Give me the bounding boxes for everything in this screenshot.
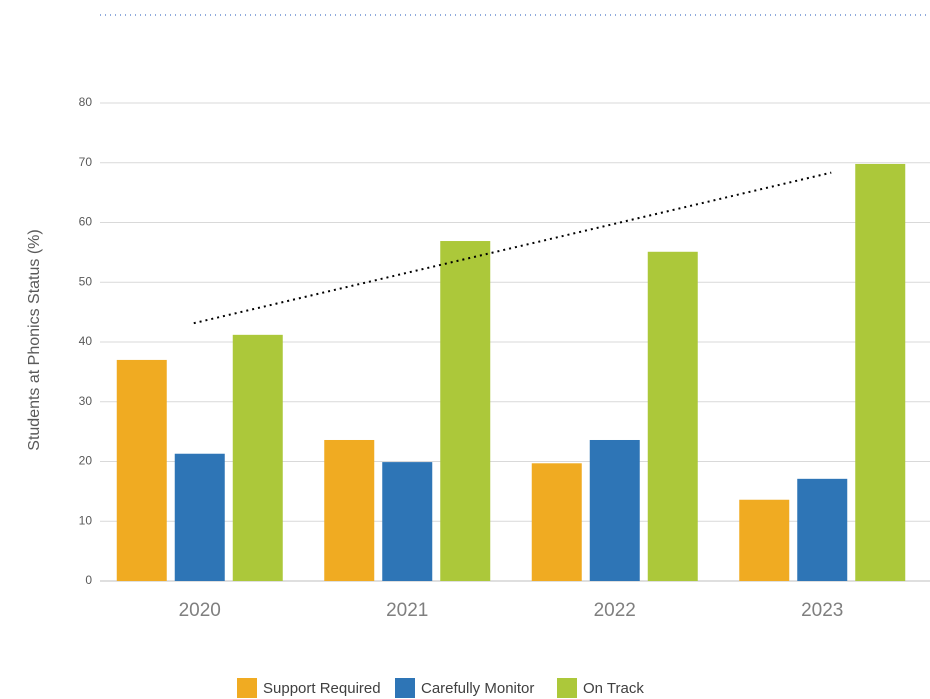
y-tick-label: 30 [79, 394, 93, 408]
bar [589, 439, 640, 581]
y-tick-label: 80 [79, 95, 93, 109]
x-tick-label: 2022 [594, 600, 636, 621]
legend-swatch [237, 678, 257, 698]
bar [174, 453, 225, 581]
bar [382, 462, 433, 581]
y-axis-label: Students at Phonics Status (%) [26, 229, 43, 450]
y-tick-label: 0 [85, 573, 92, 587]
trendline [193, 171, 832, 325]
y-tick-label: 10 [79, 513, 93, 527]
bar [324, 439, 375, 581]
legend-label: Carefully Monitor [421, 680, 534, 697]
y-tick-label: 20 [79, 454, 93, 468]
bar [739, 499, 790, 581]
legend-swatch [557, 678, 577, 698]
x-tick-label: 2020 [179, 600, 221, 621]
x-tick-label: 2023 [801, 600, 843, 621]
bar [440, 241, 491, 581]
bar [647, 251, 698, 581]
y-tick-label: 40 [79, 334, 93, 348]
legend-swatch [395, 678, 415, 698]
bar [855, 163, 906, 581]
bar [797, 478, 848, 581]
bar [531, 463, 582, 581]
x-tick-label: 2021 [386, 600, 428, 621]
legend-label: Support Required [263, 680, 381, 697]
bar [232, 334, 283, 581]
legend-label: On Track [583, 680, 644, 697]
y-tick-label: 70 [79, 155, 93, 169]
y-tick-label: 50 [79, 274, 93, 288]
y-tick-label: 60 [79, 215, 93, 229]
bar [116, 359, 167, 581]
